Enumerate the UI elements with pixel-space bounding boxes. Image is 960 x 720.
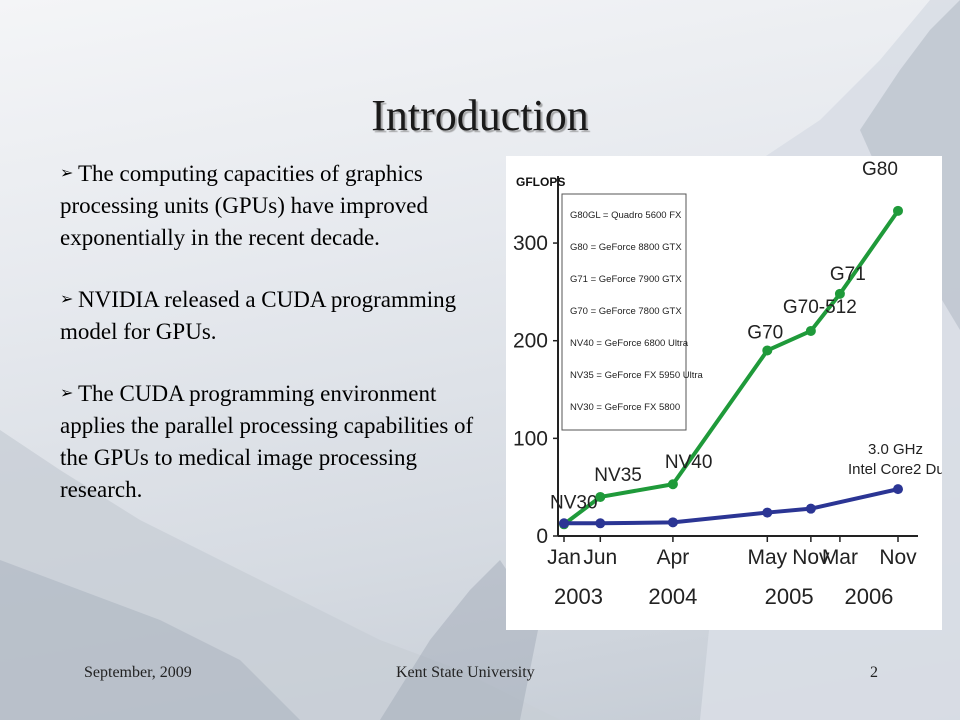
x-year-label: 2005	[765, 584, 814, 609]
x-tick-label: May	[747, 546, 787, 569]
annotation-label: 3.0 GHz	[868, 441, 923, 458]
legend-entry: G70 = GeForce 7800 GTX	[570, 306, 682, 317]
bullet-item: ➢ The computing capacities of graphics p…	[60, 158, 500, 254]
data-point	[834, 288, 845, 299]
legend-entry: G71 = GeForce 7900 GTX	[570, 274, 682, 285]
y-tick-label: 100	[513, 427, 548, 450]
x-year-label: 2003	[554, 584, 603, 609]
legend-entry: G80GL = Quadro 5600 FX	[570, 210, 682, 221]
x-tick-label: Nov	[879, 546, 917, 569]
annotation-label: G80GL	[862, 156, 923, 160]
data-point	[595, 518, 606, 529]
data-point	[762, 507, 773, 518]
gflops-chart: GFLOPS 0 100 200 300 Jan Jun Apr May Nov Mar Nov 200…	[506, 156, 942, 630]
x-year-label: 2004	[648, 584, 697, 609]
x-tick-label: Mar	[822, 546, 858, 569]
legend-entry: NV35 = GeForce FX 5950 Ultra	[570, 370, 704, 381]
series-line	[564, 487, 899, 526]
data-point	[667, 517, 678, 528]
y-tick-label: 0	[536, 525, 548, 548]
bullet-item: ➢ The CUDA programming environment appli…	[60, 378, 500, 506]
bullet-text: The CUDA programming environment applies…	[60, 381, 474, 502]
x-tick-label: Apr	[657, 546, 690, 569]
bullet-list: ➢ The computing capacities of graphics p…	[60, 158, 500, 536]
data-point	[667, 479, 678, 490]
point-label: NV30	[550, 492, 598, 513]
bullet-text: The computing capacities of graphics pro…	[60, 161, 428, 250]
x-tick-label: Jan	[547, 546, 581, 569]
y-axis-label: GFLOPS	[516, 175, 565, 189]
point-label: G70	[747, 322, 783, 343]
bullet-item: ➢ NVIDIA released a CUDA programming mod…	[60, 284, 500, 348]
annotation-label: Intel Core2 Duo	[848, 461, 942, 478]
x-tick-label: Jun	[583, 546, 617, 569]
point-label: G70-512	[783, 297, 857, 318]
data-point	[893, 205, 903, 216]
footer-date: September, 2009	[84, 664, 192, 681]
point-label: G80	[862, 159, 898, 180]
data-point	[595, 491, 606, 502]
point-label: NV35	[594, 465, 642, 486]
legend-entry: G80 = GeForce 8800 GTX	[570, 242, 682, 253]
data-point	[893, 484, 903, 495]
y-tick-label: 300	[513, 232, 548, 255]
legend-entry: NV30 = GeForce FX 5800	[570, 402, 680, 413]
data-point	[805, 503, 816, 514]
legend-box	[561, 193, 687, 431]
data-point	[762, 345, 773, 356]
y-tick-label: 200	[513, 330, 548, 353]
data-point	[559, 518, 569, 529]
x-year-label: 2006	[844, 584, 893, 609]
point-label: G71	[830, 264, 866, 285]
point-label: NV40	[665, 452, 713, 473]
footer-page-number: 2	[870, 664, 878, 681]
footer-organization: Kent State University	[396, 664, 535, 681]
data-point	[805, 325, 816, 336]
slide-title: Introduction	[371, 91, 589, 140]
bullet-text: NVIDIA released a CUDA programming model…	[60, 287, 457, 344]
legend-entry: NV40 = GeForce 6800 Ultra	[570, 338, 689, 349]
x-tick-label: Nov	[792, 546, 830, 569]
